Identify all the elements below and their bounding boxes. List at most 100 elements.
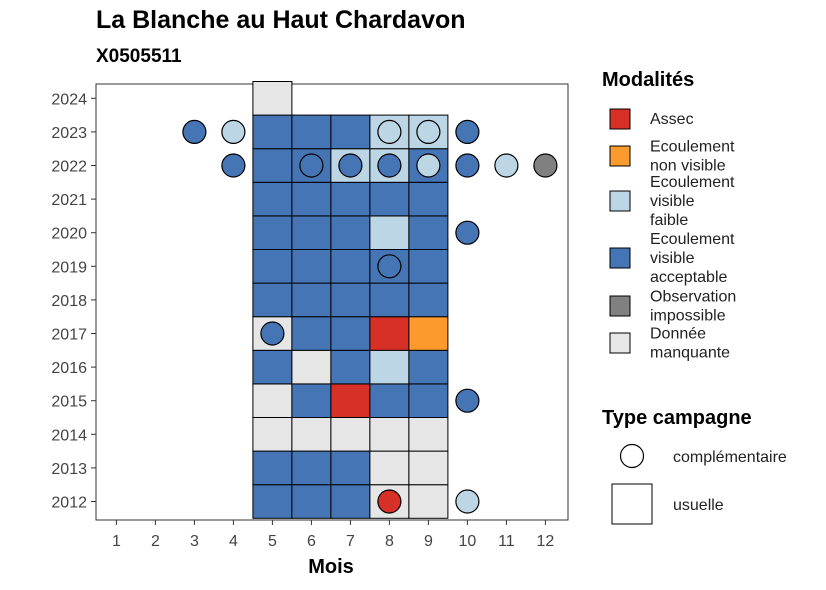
complementaire-points xyxy=(182,119,558,514)
legend-label: acceptable xyxy=(650,269,727,286)
tile-2014-6 xyxy=(291,417,332,452)
legend-label-complementaire: complémentaire xyxy=(673,449,787,466)
tile-2022-5 xyxy=(252,148,293,183)
point-2015-10 xyxy=(455,388,480,413)
point-2022-6 xyxy=(299,153,324,178)
y-tick-label: 2014 xyxy=(51,427,87,444)
point-2022-4 xyxy=(221,153,246,178)
legend-modalites-title: Modalités xyxy=(602,69,694,91)
tile-2020-6 xyxy=(291,215,332,250)
y-axis: 2012 2013 2014 2015 2016 2017 2018 2019 2020 2021… xyxy=(51,91,96,512)
tile-2016-9 xyxy=(408,349,449,385)
tile-2021-9 xyxy=(408,181,449,217)
tile-2015-6 xyxy=(291,383,332,418)
tile-2014-8 xyxy=(369,417,410,452)
tile-2013-6 xyxy=(291,450,332,486)
tile-2018-7 xyxy=(330,282,371,318)
x-tick-label: 1 xyxy=(112,533,121,550)
legend-key-impossible xyxy=(609,295,631,317)
tile-2017-6 xyxy=(291,316,332,351)
legend-type-title: Type campagne xyxy=(602,407,752,429)
legend-modalites: Modalités Assec Ecoulement non visible Ecou… xyxy=(602,69,736,362)
x-tick-label: 11 xyxy=(498,533,515,550)
x-tick-label: 5 xyxy=(268,533,277,550)
tile-2015-9 xyxy=(408,383,449,418)
tile-2013-5 xyxy=(252,450,293,486)
tile-2024-5 xyxy=(252,81,293,116)
legend-label: Assec xyxy=(650,111,694,128)
x-tick-label: 8 xyxy=(385,533,394,550)
tile-2018-6 xyxy=(291,282,332,318)
tile-2014-5 xyxy=(252,417,293,452)
tile-2014-9 xyxy=(408,417,449,452)
legend-label: manquante xyxy=(650,345,730,362)
x-tick-label: 10 xyxy=(459,533,477,550)
y-tick-label: 2015 xyxy=(51,394,87,411)
legend-circle-key xyxy=(619,443,645,469)
tile-2021-8 xyxy=(369,181,410,217)
legend-type-campagne: Type campagne complémentaire usuelle xyxy=(602,407,787,525)
tile-2019-6 xyxy=(291,249,332,284)
point-2019-8 xyxy=(377,254,402,279)
chart-title: La Blanche au Haut Chardavon xyxy=(96,6,466,34)
point-2022-9 xyxy=(416,153,441,178)
point-2012-8 xyxy=(377,489,402,514)
tile-2019-7 xyxy=(330,249,371,284)
tile-2018-5 xyxy=(252,282,293,318)
y-tick-label: 2024 xyxy=(51,91,87,108)
x-axis-title: Mois xyxy=(308,556,354,578)
tile-2016-7 xyxy=(330,349,371,385)
point-2022-7 xyxy=(338,153,363,178)
tile-2013-7 xyxy=(330,450,371,486)
tile-2017-9 xyxy=(408,316,449,351)
point-2022-10 xyxy=(455,153,480,178)
y-tick-label: 2023 xyxy=(51,125,87,142)
tile-2020-7 xyxy=(330,215,371,250)
x-tick-label: 3 xyxy=(190,533,199,550)
legend-label: Observation xyxy=(650,289,736,306)
legend-label: non visible xyxy=(650,158,726,175)
tile-2019-5 xyxy=(252,249,293,284)
tile-2021-5 xyxy=(252,181,293,217)
point-2023-3 xyxy=(182,119,207,144)
y-tick-label: 2019 xyxy=(51,259,87,276)
y-tick-label: 2012 xyxy=(51,495,87,512)
tile-2013-9 xyxy=(408,450,449,486)
tile-2012-7 xyxy=(330,484,371,519)
y-tick-label: 2022 xyxy=(51,159,87,176)
y-tick-label: 2021 xyxy=(51,192,87,209)
tile-2013-8 xyxy=(369,450,410,486)
legend-key-manquante xyxy=(609,332,631,354)
x-axis: 1 2 3 4 5 6 7 8 9 10 11 12 xyxy=(112,520,554,550)
point-2022-12 xyxy=(533,153,558,178)
legend-key-faible xyxy=(609,190,631,212)
tile-2020-5 xyxy=(252,215,293,250)
point-2012-10 xyxy=(455,489,480,514)
legend-label: Donnée xyxy=(650,326,706,343)
tile-2016-8 xyxy=(369,349,410,385)
tile-2023-7 xyxy=(330,114,371,150)
tile-2020-8 xyxy=(369,215,410,250)
legend-label: visible xyxy=(650,250,695,267)
point-2022-11 xyxy=(494,153,519,178)
point-2023-8 xyxy=(377,119,402,144)
tile-2021-6 xyxy=(291,181,332,217)
legend-label: visible xyxy=(650,193,695,210)
y-tick-label: 2017 xyxy=(51,327,87,344)
x-tick-label: 4 xyxy=(229,533,238,550)
tile-2020-9 xyxy=(408,215,449,250)
tile-2017-8 xyxy=(369,316,410,351)
legend-key-assec xyxy=(609,108,631,130)
tile-2015-8 xyxy=(369,383,410,418)
tile-2018-9 xyxy=(408,282,449,318)
point-2017-5 xyxy=(260,321,285,346)
legend-label: Ecoulement xyxy=(650,231,735,248)
x-tick-label: 12 xyxy=(537,533,555,550)
chart-subtitle: X0505511 xyxy=(96,46,182,67)
legend-label-usuelle: usuelle xyxy=(673,497,724,514)
point-2023-9 xyxy=(416,119,441,144)
legend-label: Ecoulement xyxy=(650,139,735,156)
tile-2012-5 xyxy=(252,484,293,519)
y-tick-label: 2016 xyxy=(51,360,87,377)
tile-2016-6 xyxy=(291,349,332,385)
